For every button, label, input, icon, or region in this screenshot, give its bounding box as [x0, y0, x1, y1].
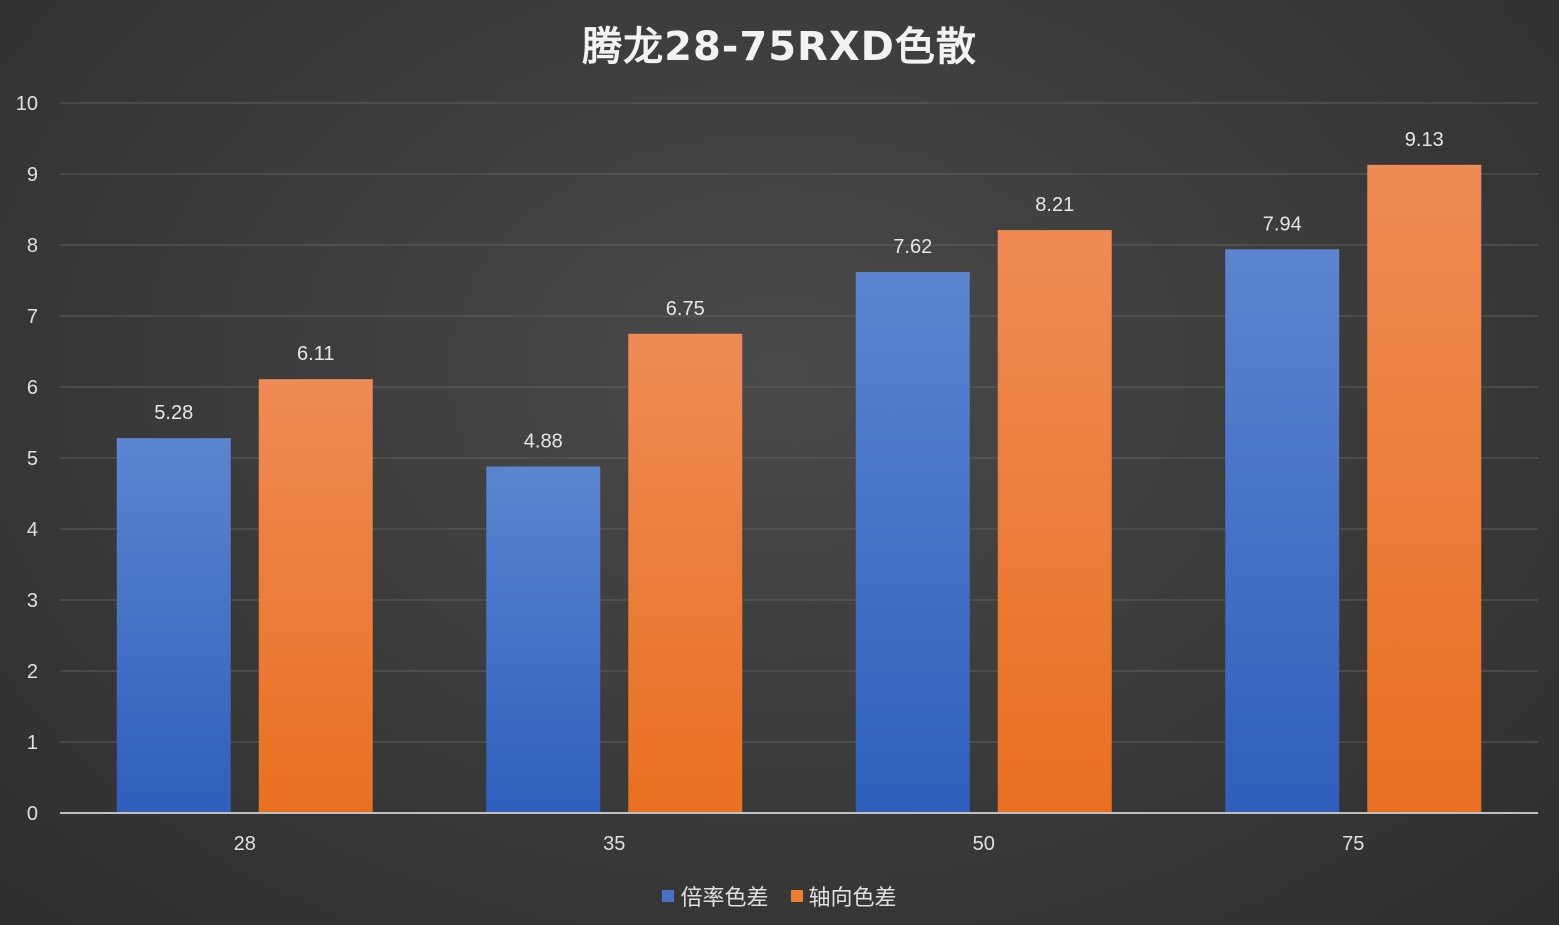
legend-label-series-2: 轴向色差 [808, 886, 897, 911]
y-tick-label: 6 [27, 377, 38, 399]
y-tick-label: 2 [27, 661, 38, 683]
y-tick-label: 9 [27, 164, 38, 186]
data-label: 6.75 [666, 298, 705, 320]
data-label: 8.21 [1035, 194, 1074, 216]
legend: 倍率色差 轴向色差 [0, 880, 1559, 912]
y-tick-label: 7 [27, 306, 38, 328]
data-label: 7.94 [1263, 213, 1302, 235]
data-label: 5.28 [154, 402, 193, 424]
chart-title: 腾龙28-75RXD色散 [582, 24, 977, 70]
legend-label-series-1: 倍率色差 [680, 886, 769, 911]
bar-series-2-35 [628, 333, 743, 813]
legend-item-series-2: 轴向色差 [790, 880, 897, 912]
data-label: 6.11 [297, 343, 334, 365]
bar-series-1-28 [116, 438, 231, 813]
y-tick-label: 8 [27, 235, 38, 257]
data-label: 9.13 [1405, 129, 1444, 151]
legend-swatch-series-2 [790, 890, 803, 902]
legend-swatch-series-1 [662, 890, 675, 902]
bar-series-2-75 [1367, 164, 1482, 813]
x-tick-label: 50 [973, 833, 995, 855]
x-axis-ticks: 28 35 50 75 [234, 833, 1365, 855]
y-tick-label: 4 [27, 519, 38, 541]
data-labels: 5.28 6.11 4.88 6.75 7.62 8.21 7.94 9.13 [154, 129, 1443, 453]
x-tick-label: 28 [234, 833, 256, 855]
data-label: 4.88 [524, 431, 563, 453]
bar-series-1-75 [1225, 249, 1340, 813]
bar-series-1-35 [486, 466, 601, 813]
data-label: 7.62 [893, 236, 932, 258]
y-tick-label: 3 [27, 590, 38, 612]
y-tick-label: 0 [27, 803, 38, 825]
bar-series-2-28 [258, 379, 373, 813]
bar-series-1-50 [855, 271, 970, 814]
y-tick-label: 5 [27, 448, 38, 470]
y-tick-label: 1 [27, 732, 38, 754]
x-tick-label: 35 [603, 833, 625, 855]
bar-series-2-50 [997, 230, 1112, 814]
legend-item-series-1: 倍率色差 [662, 880, 769, 912]
bars [116, 164, 1482, 814]
y-axis-ticks: 0 1 2 3 4 5 6 7 8 9 10 [16, 93, 38, 825]
y-tick-label: 10 [16, 93, 38, 115]
x-tick-label: 75 [1342, 833, 1364, 855]
